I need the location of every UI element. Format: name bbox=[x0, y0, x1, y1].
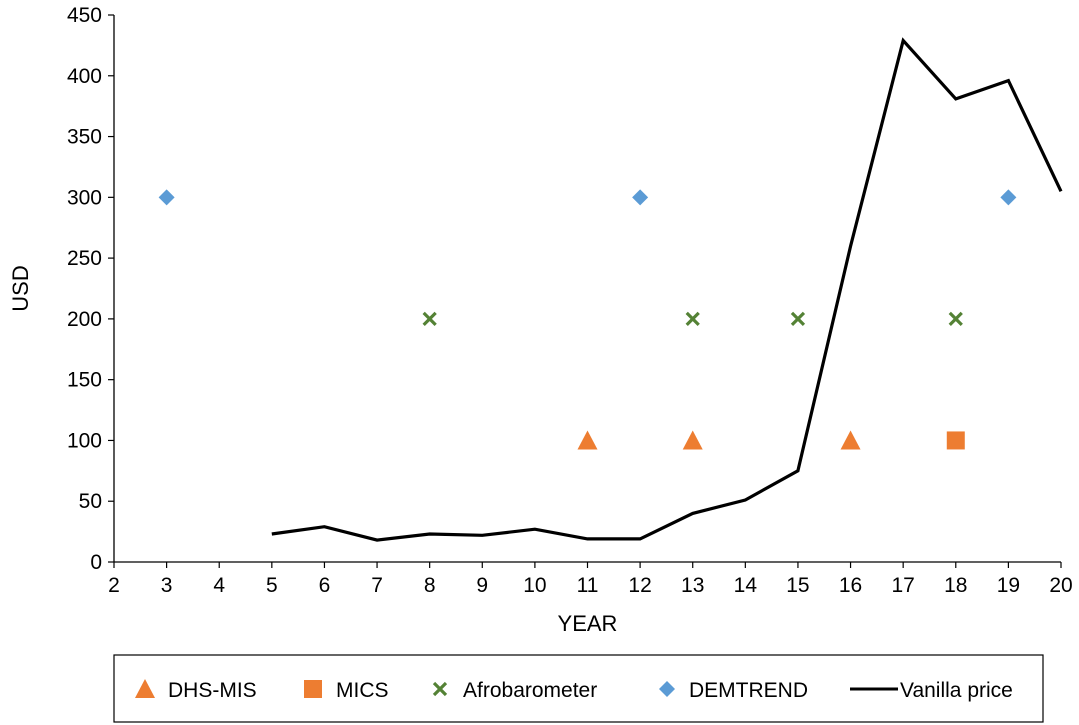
demtrend-point bbox=[1000, 189, 1017, 206]
plot-area: 0 50 100 150 200 250 300 350 400 450 2 3 4 5 6 7 8 9 10 11… bbox=[67, 4, 1073, 597]
x-tick-label: 13 bbox=[681, 574, 704, 597]
y-tick-label: 50 bbox=[79, 490, 102, 513]
x-tick-label: 20 bbox=[1049, 574, 1072, 597]
afrobarometer-point bbox=[685, 311, 700, 327]
legend-label: Vanilla price bbox=[900, 679, 1013, 702]
demtrend-point bbox=[158, 189, 175, 206]
y-axis-ticks: 0 50 100 150 200 250 300 350 400 450 bbox=[67, 4, 114, 574]
dhs-mis-point bbox=[682, 430, 703, 450]
x-tick-label: 16 bbox=[839, 574, 862, 597]
x-tick-label: 5 bbox=[266, 574, 278, 597]
x-axis-title: YEAR bbox=[558, 611, 618, 636]
y-tick-label: 250 bbox=[67, 247, 102, 270]
series-vanilla-price bbox=[271, 37, 1063, 542]
x-axis-ticks: 2 3 4 5 6 7 8 9 10 11 12 13 14 15 16 17 18 19 20 bbox=[108, 562, 1073, 597]
legend-marker-mics bbox=[304, 680, 322, 698]
x-tick-label: 7 bbox=[371, 574, 383, 597]
y-tick-label: 200 bbox=[67, 308, 102, 331]
x-tick-label: 9 bbox=[476, 574, 488, 597]
x-tick-label: 17 bbox=[891, 574, 914, 597]
x-tick-label: 12 bbox=[628, 574, 651, 597]
legend-item-demtrend: DEMTREND bbox=[659, 679, 808, 702]
demtrend-point bbox=[632, 189, 649, 206]
x-tick-label: 4 bbox=[213, 574, 225, 597]
y-tick-label: 150 bbox=[67, 369, 102, 392]
series-afrobarometer bbox=[422, 311, 963, 327]
x-tick-label: 18 bbox=[944, 574, 967, 597]
y-tick-label: 100 bbox=[67, 429, 102, 452]
legend-label: DHS-MIS bbox=[168, 679, 257, 702]
y-tick-label: 450 bbox=[67, 4, 102, 27]
x-tick-label: 3 bbox=[161, 574, 173, 597]
legend-marker-dhs-mis bbox=[135, 679, 155, 698]
dhs-mis-point bbox=[577, 430, 598, 450]
y-tick-label: 400 bbox=[67, 65, 102, 88]
legend-item-vanilla-price: Vanilla price bbox=[850, 679, 1013, 702]
legend-label: Afrobarometer bbox=[463, 679, 597, 702]
y-tick-label: 350 bbox=[67, 126, 102, 149]
legend-item-afrobarometer: Afrobarometer bbox=[432, 679, 597, 702]
x-tick-label: 6 bbox=[319, 574, 331, 597]
x-tick-label: 10 bbox=[523, 574, 546, 597]
legend-marker-demtrend bbox=[659, 681, 675, 697]
series-dhs-mis bbox=[577, 430, 861, 450]
dhs-mis-point bbox=[840, 430, 861, 450]
y-tick-label: 0 bbox=[90, 551, 102, 574]
legend: DHS-MIS MICS Afrobarometer DEMTREND Vanilla … bbox=[113, 654, 1044, 723]
afrobarometer-point bbox=[790, 311, 806, 327]
legend-marker-afrobarometer bbox=[432, 681, 448, 697]
legend-label: MICS bbox=[336, 679, 389, 702]
x-tick-label: 14 bbox=[734, 574, 758, 597]
legend-item-dhs-mis: DHS-MIS bbox=[135, 679, 257, 702]
x-tick-label: 8 bbox=[424, 574, 436, 597]
mics-point bbox=[946, 431, 965, 450]
y-tick-label: 300 bbox=[67, 186, 102, 209]
x-tick-label: 19 bbox=[997, 574, 1020, 597]
x-tick-label: 15 bbox=[786, 574, 809, 597]
x-tick-label: 2 bbox=[108, 574, 120, 597]
vanilla-price-line bbox=[271, 37, 1063, 542]
series-demtrend bbox=[158, 189, 1017, 206]
legend-items: DHS-MIS MICS Afrobarometer DEMTREND Vanilla … bbox=[135, 679, 1013, 702]
legend-label: DEMTREND bbox=[689, 679, 808, 702]
y-axis-title: USD bbox=[8, 265, 33, 311]
series-mics bbox=[946, 431, 965, 450]
legend-item-mics: MICS bbox=[304, 679, 389, 702]
afrobarometer-point bbox=[948, 311, 963, 327]
afrobarometer-point bbox=[422, 311, 437, 327]
series-layer bbox=[158, 37, 1063, 542]
x-tick-label: 11 bbox=[577, 574, 599, 597]
